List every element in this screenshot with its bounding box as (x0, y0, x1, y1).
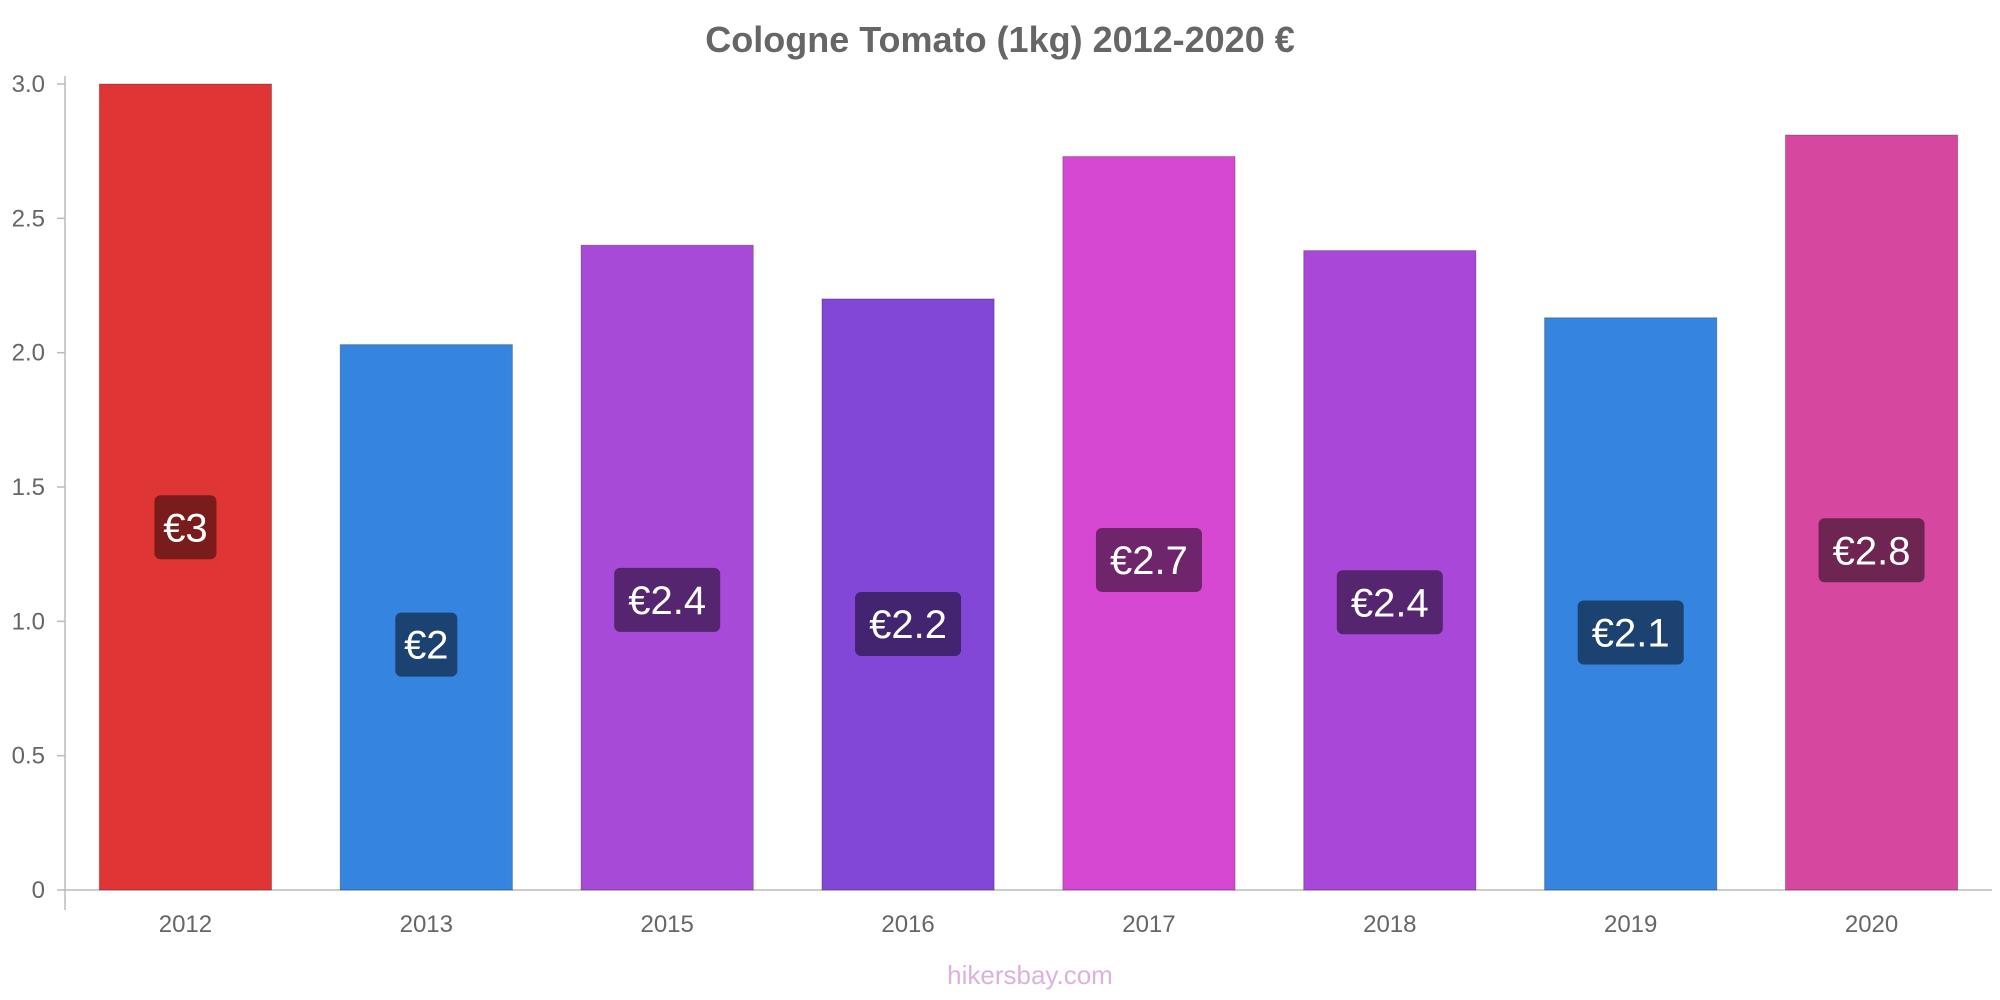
data-label: €2.1 (1592, 611, 1670, 655)
data-label: €2.4 (1351, 581, 1429, 625)
y-tick-label: 3.0 (12, 71, 45, 98)
data-label: €3 (163, 506, 208, 550)
x-tick-label: 2013 (400, 911, 453, 938)
bar (580, 244, 754, 891)
y-tick-label: 0.5 (12, 743, 45, 770)
x-tick-label: 2018 (1363, 911, 1416, 938)
bar (1062, 156, 1236, 891)
x-tick-label: 2020 (1845, 911, 1898, 938)
x-axis: 2012 2013 2015 2016 2017 2018 2019 2020 (65, 889, 1992, 938)
data-label-box (1577, 600, 1684, 665)
y-tick-label: 1.0 (12, 608, 45, 635)
data-label-box (1818, 518, 1925, 583)
data-label: €2 (404, 624, 449, 668)
data-label-box (855, 592, 962, 657)
chart-title: Cologne Tomato (1kg) 2012-2020 € (705, 19, 1295, 60)
x-tick-label: 2012 (159, 911, 212, 938)
data-label: €2.7 (1110, 539, 1188, 583)
y-tick-label: 0 (32, 877, 45, 904)
y-tick-label: 1.5 (12, 474, 45, 501)
watermark: hikersbay.com (947, 960, 1113, 990)
x-tick-label: 2019 (1604, 911, 1657, 938)
data-label-box (1336, 570, 1443, 635)
x-tick-label: 2017 (1122, 911, 1175, 938)
data-labels-group: €3 €2 €2.4 €2.2 €2.7 €2.4 €2.1 €2.8 (154, 495, 1925, 677)
data-label: €2.8 (1833, 529, 1911, 573)
data-label-box (614, 567, 721, 632)
bar (98, 83, 273, 891)
bar (339, 344, 513, 891)
y-tick-label: 2.5 (12, 205, 45, 232)
data-label-box (154, 495, 217, 560)
bars-group (98, 83, 1959, 891)
x-tick-label: 2016 (881, 911, 934, 938)
data-label: €2.2 (869, 603, 947, 647)
data-label: €2.4 (628, 579, 706, 623)
bar (1784, 134, 1959, 891)
y-axis: 0 0.5 1.0 1.5 2.0 2.5 3.0 (12, 71, 66, 910)
y-tick-label: 2.0 (12, 340, 45, 367)
data-label-box (1095, 527, 1202, 592)
x-tick-label: 2015 (640, 911, 693, 938)
data-label-box (395, 612, 458, 677)
